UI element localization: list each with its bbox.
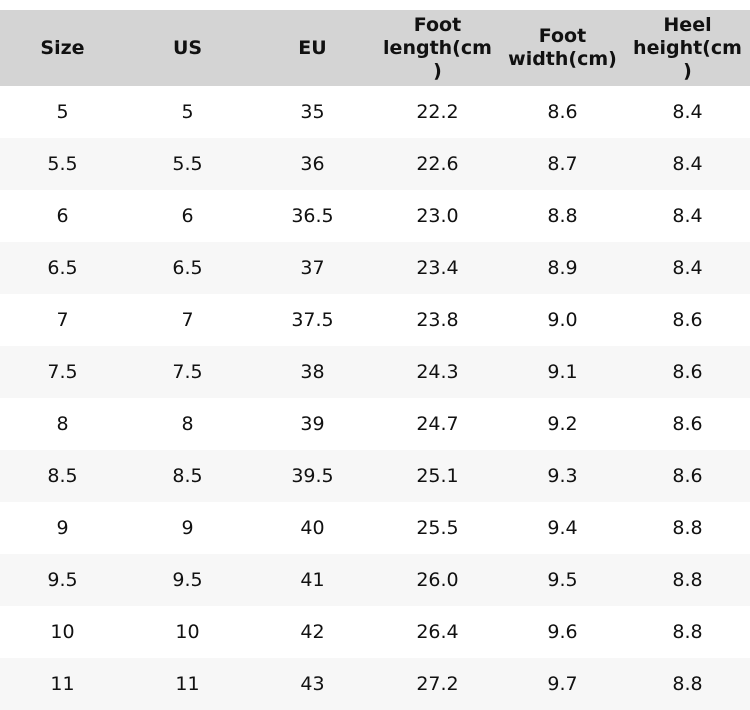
table-cell: 43 — [250, 658, 375, 710]
header-cell: US — [125, 10, 250, 86]
table-cell: 26.4 — [416, 621, 459, 643]
table-cell: 9.2 — [547, 413, 578, 435]
table-cell: 27.2 — [375, 658, 500, 710]
table-row: 8 8 39 24.7 9.2 8.6 — [0, 398, 750, 450]
table-cell: 36.5 — [291, 205, 334, 227]
table-cell: 35 — [300, 101, 325, 123]
header-row: Size US EU Foot length(cm) Foot width(cm) Hee… — [0, 10, 750, 86]
table-row: 9.5 9.5 41 26.0 9.5 8.8 — [0, 554, 750, 606]
table-row: 8.5 8.5 39.5 25.1 9.3 8.6 — [0, 450, 750, 502]
table-cell: 8.8 — [625, 554, 750, 606]
table-cell: 8.6 — [547, 101, 578, 123]
table-cell: 6 — [181, 205, 194, 227]
table-row: 9 9 40 25.5 9.4 8.8 — [0, 502, 750, 554]
table-cell: 8.6 — [625, 346, 750, 398]
table-cell: 5.5 — [0, 138, 125, 190]
table-cell: 9.7 — [500, 658, 625, 710]
table-cell: 10 — [50, 621, 75, 643]
table-cell: 8.6 — [672, 309, 703, 331]
table-row: 5.5 5.5 36 22.6 8.7 8.4 — [0, 138, 750, 190]
table-cell: 37.5 — [291, 309, 334, 331]
table-cell: 9 — [56, 517, 69, 539]
table-cell: 6 — [56, 205, 69, 227]
table-cell: 8.4 — [672, 205, 703, 227]
table-cell: 8.9 — [500, 242, 625, 294]
table-cell: 9.0 — [547, 309, 578, 331]
table-cell: 8.5 — [125, 450, 250, 502]
table-cell: 5 — [181, 101, 194, 123]
table-body: 5 5 35 22.2 8.6 8.4 5.5 5.5 36 22.6 8.7 8.4 6 6 36.5 23… — [0, 86, 750, 710]
table-cell: 23.8 — [416, 309, 459, 331]
table-cell: 24.7 — [416, 413, 459, 435]
table-cell: 9 — [181, 517, 194, 539]
table-cell: 11 — [125, 658, 250, 710]
table-cell: 10 — [175, 621, 200, 643]
table-cell: 8.8 — [672, 517, 703, 539]
table-row: 10 10 42 26.4 9.6 8.8 — [0, 606, 750, 658]
table-cell: 8.6 — [625, 450, 750, 502]
table-cell: 6.5 — [125, 242, 250, 294]
table-cell: 9.4 — [547, 517, 578, 539]
table-cell: 8.4 — [672, 101, 703, 123]
table-cell: 22.6 — [375, 138, 500, 190]
table-cell: 8.4 — [625, 138, 750, 190]
header-cell: Foot length(cm) — [375, 10, 500, 86]
table-row: 7.5 7.5 38 24.3 9.1 8.6 — [0, 346, 750, 398]
table-cell: 8.4 — [625, 242, 750, 294]
table-cell: 23.0 — [416, 205, 459, 227]
table-cell: 9.3 — [500, 450, 625, 502]
table-cell: 39.5 — [250, 450, 375, 502]
table-cell: 7 — [56, 309, 69, 331]
table-cell: 9.6 — [547, 621, 578, 643]
table-cell: 5.5 — [125, 138, 250, 190]
table-cell: 22.2 — [416, 101, 459, 123]
header-cell: EU — [250, 10, 375, 86]
table-cell: 6.5 — [0, 242, 125, 294]
table-cell: 37 — [250, 242, 375, 294]
table-cell: 5 — [56, 101, 69, 123]
table-cell: 11 — [0, 658, 125, 710]
header-cell: Heel height(cm) — [625, 10, 750, 86]
table-cell: 25.5 — [416, 517, 459, 539]
table-cell: 39 — [300, 413, 325, 435]
table-cell: 8.6 — [672, 413, 703, 435]
table-row: 5 5 35 22.2 8.6 8.4 — [0, 86, 750, 138]
header-cell: Size — [0, 10, 125, 86]
table-cell: 24.3 — [375, 346, 500, 398]
table-cell: 23.4 — [375, 242, 500, 294]
table-cell: 26.0 — [375, 554, 500, 606]
table-row: 6.5 6.5 37 23.4 8.9 8.4 — [0, 242, 750, 294]
table-cell: 8.7 — [500, 138, 625, 190]
table-cell: 25.1 — [375, 450, 500, 502]
size-table: Size US EU Foot length(cm) Foot width(cm) Hee… — [0, 10, 750, 710]
table-cell: 8 — [56, 413, 69, 435]
table-cell: 9.5 — [125, 554, 250, 606]
table-cell: 8.8 — [547, 205, 578, 227]
header-cell: Foot width(cm) — [500, 10, 625, 86]
table-row: 7 7 37.5 23.8 9.0 8.6 — [0, 294, 750, 346]
table-cell: 41 — [250, 554, 375, 606]
table-row: 11 11 43 27.2 9.7 8.8 — [0, 658, 750, 710]
table-cell: 8.8 — [625, 658, 750, 710]
table-row: 6 6 36.5 23.0 8.8 8.4 — [0, 190, 750, 242]
table-cell: 9.5 — [0, 554, 125, 606]
table-cell: 9.1 — [500, 346, 625, 398]
table-cell: 7.5 — [125, 346, 250, 398]
table-cell: 8.5 — [0, 450, 125, 502]
table-cell: 38 — [250, 346, 375, 398]
table-cell: 42 — [300, 621, 325, 643]
table-cell: 36 — [250, 138, 375, 190]
table-cell: 8.8 — [672, 621, 703, 643]
table-cell: 7 — [181, 309, 194, 331]
table-cell: 7.5 — [0, 346, 125, 398]
table-cell: 8 — [181, 413, 194, 435]
table-cell: 9.5 — [500, 554, 625, 606]
table-cell: 40 — [300, 517, 325, 539]
